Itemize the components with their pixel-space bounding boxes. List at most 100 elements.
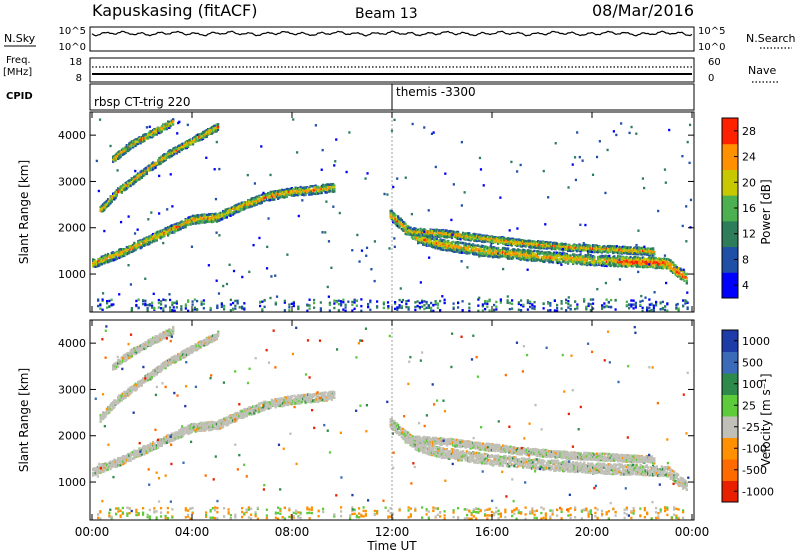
data-cell [683,279,685,281]
data-cell [395,214,397,216]
data-cell [608,255,610,257]
data-cell [185,226,187,228]
data-cell [156,239,158,241]
beam-label: Beam 13 [355,6,418,22]
cpid-program-1: rbsp CT-trig 220 [94,95,190,109]
data-cell [686,273,688,275]
date-label: 08/Mar/2016 [592,1,694,20]
noise-left-tick-bottom: 10^0 [59,42,86,53]
data-cell [630,256,632,258]
data-cell [533,250,535,252]
data-cell [155,166,157,168]
data-cell [128,250,130,252]
data-cell [192,143,194,145]
data-cell [433,230,435,232]
data-cell [655,257,657,259]
data-cell [115,197,117,199]
data-cell [436,238,438,240]
data-cell [457,241,459,243]
data-cell [477,245,479,247]
data-cell [101,263,103,265]
data-cell [265,196,267,198]
data-cell [457,243,459,245]
noise-right-tick-top: 10^5 [698,26,725,37]
data-cell [166,231,168,233]
data-cell [116,258,118,260]
data-cell [532,252,534,254]
data-cell [405,223,407,225]
freq-left-tick-top: 18 [69,57,82,68]
data-cell [580,253,582,255]
data-cell [273,198,275,200]
nave-right-tick-bottom: 0 [708,73,714,84]
data-cell [308,188,310,190]
data-cell [537,256,539,258]
cpid-program-2: themis -3300 [396,85,476,99]
data-cell [652,264,654,266]
data-cell [197,216,199,218]
data-cell [173,153,175,155]
data-cell [397,215,399,217]
data-cell [640,266,642,268]
data-cell [462,242,464,244]
freq-label-line1: Freq. [6,55,31,66]
data-cell [130,185,132,187]
data-cell [217,129,219,131]
data-cell [286,195,288,197]
data-cell [605,255,607,257]
freq-label-line2: [MHz] [3,67,32,78]
nave-right-tick-top: 60 [708,57,721,68]
data-cell [570,254,572,256]
data-cell [507,248,509,250]
data-cell [656,267,658,269]
data-cell [170,125,172,127]
data-cell [263,200,265,202]
data-cell [172,120,174,122]
data-cell [663,257,665,259]
data-cell [261,201,263,203]
data-cell [683,271,685,273]
data-cell [510,254,512,256]
data-cell [485,240,487,242]
data-cell [133,242,135,244]
data-cell [180,228,182,230]
data-cell [192,223,194,225]
data-cell [172,123,174,125]
data-cell [452,241,454,243]
data-cell [226,216,228,218]
data-cell [146,171,148,173]
freq-left-tick-bottom: 8 [76,73,82,84]
noise-search-label: N.Search [746,32,796,45]
freq-panel-frame [90,58,694,82]
data-cell [161,130,163,132]
data-cell [545,259,547,261]
data-cell [686,277,688,279]
data-cell [413,230,415,232]
data-cell [461,252,463,254]
data-cell [178,151,180,153]
data-cell [686,282,688,284]
data-cell [635,256,637,258]
noise-sky-label: N.Sky [4,32,36,45]
data-cell [686,280,688,282]
data-cell [217,126,219,128]
data-cell [556,259,558,261]
data-cell [217,123,219,125]
data-cell [447,240,449,242]
data-cell [106,257,108,259]
data-cell [660,263,662,265]
data-cell [418,241,420,243]
data-cell [333,188,335,190]
data-cell [111,201,113,203]
nave-label: Nave [748,64,776,77]
data-cell [593,256,595,258]
power-data [92,118,692,312]
data-cell [512,256,514,258]
noise-left-tick-top: 10^5 [59,26,86,37]
cpid-label: CPID [6,91,33,102]
noise-sky-trace [92,31,692,36]
data-cell [190,142,192,144]
data-cell [565,261,567,263]
